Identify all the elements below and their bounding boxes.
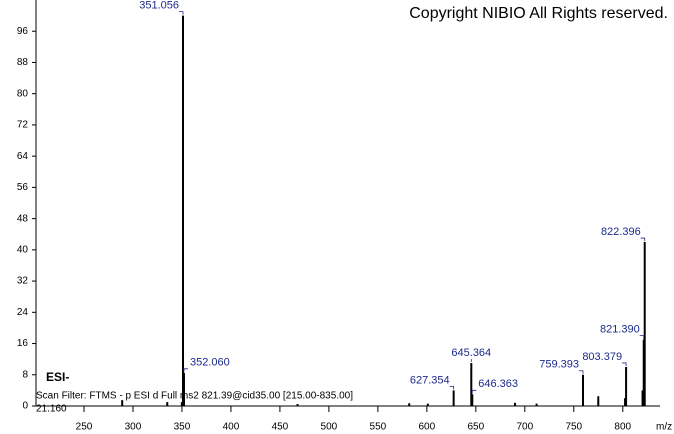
peak-label-bracket [183,368,188,372]
retention-time: 21.160 [36,404,67,415]
y-tick-label: 96 [17,26,29,37]
y-tick-label: 24 [17,307,29,318]
x-tick-label: 750 [565,422,582,433]
peak-label-bracket [178,11,184,15]
x-tick-label: 500 [321,422,338,433]
peak-label: 821.390 [600,324,640,336]
y-tick-label: 64 [17,151,29,162]
y-tick-label: 48 [17,213,29,224]
x-axis-label: m/z [656,422,672,433]
y-tick-label: 40 [17,244,29,255]
y-tick-label: 72 [17,120,29,131]
x-tick-label: 300 [125,422,142,433]
peak-label: 351.056 [139,0,179,12]
y-tick-label: 80 [17,88,29,99]
x-tick-label: 350 [174,422,191,433]
x-tick-label: 650 [467,422,484,433]
x-tick-label: 600 [419,422,436,433]
peak-label-bracket [449,385,455,390]
y-tick-label: 88 [17,57,29,68]
peak-label: 352.060 [190,357,230,369]
peak-label: 645.364 [451,347,491,359]
x-tick-label: 400 [223,422,240,433]
peak-label-bracket [471,389,477,394]
peak-label: 822.396 [601,226,641,238]
y-tick-label: 0 [22,401,28,412]
ionization: ESI- [46,370,69,384]
peak-label: 646.363 [478,378,518,390]
peak-label: 759.393 [539,359,579,371]
peak-label-bracket [578,370,584,374]
x-tick-label: 800 [614,422,631,433]
peak-label-bracket [639,335,645,339]
peak-label-bracket [622,362,627,366]
chart-title: Copyright NIBIO All Rights reserved. [409,5,668,22]
x-tick-label: 550 [370,422,387,433]
x-tick-label: 700 [516,422,533,433]
y-tick-label: 32 [17,276,29,287]
scan-filter: Scan Filter: FTMS - p ESI d Full ms2 821… [36,391,353,402]
peak-label: 627.354 [410,374,450,386]
y-tick-label: 56 [17,182,29,193]
x-tick-label: 450 [272,422,289,433]
y-tick-label: 8 [22,369,28,380]
x-tick-label: 250 [76,422,93,433]
peak-label-bracket [640,237,646,242]
y-tick-label: 16 [17,338,29,349]
peak-label: 803.379 [582,351,622,363]
